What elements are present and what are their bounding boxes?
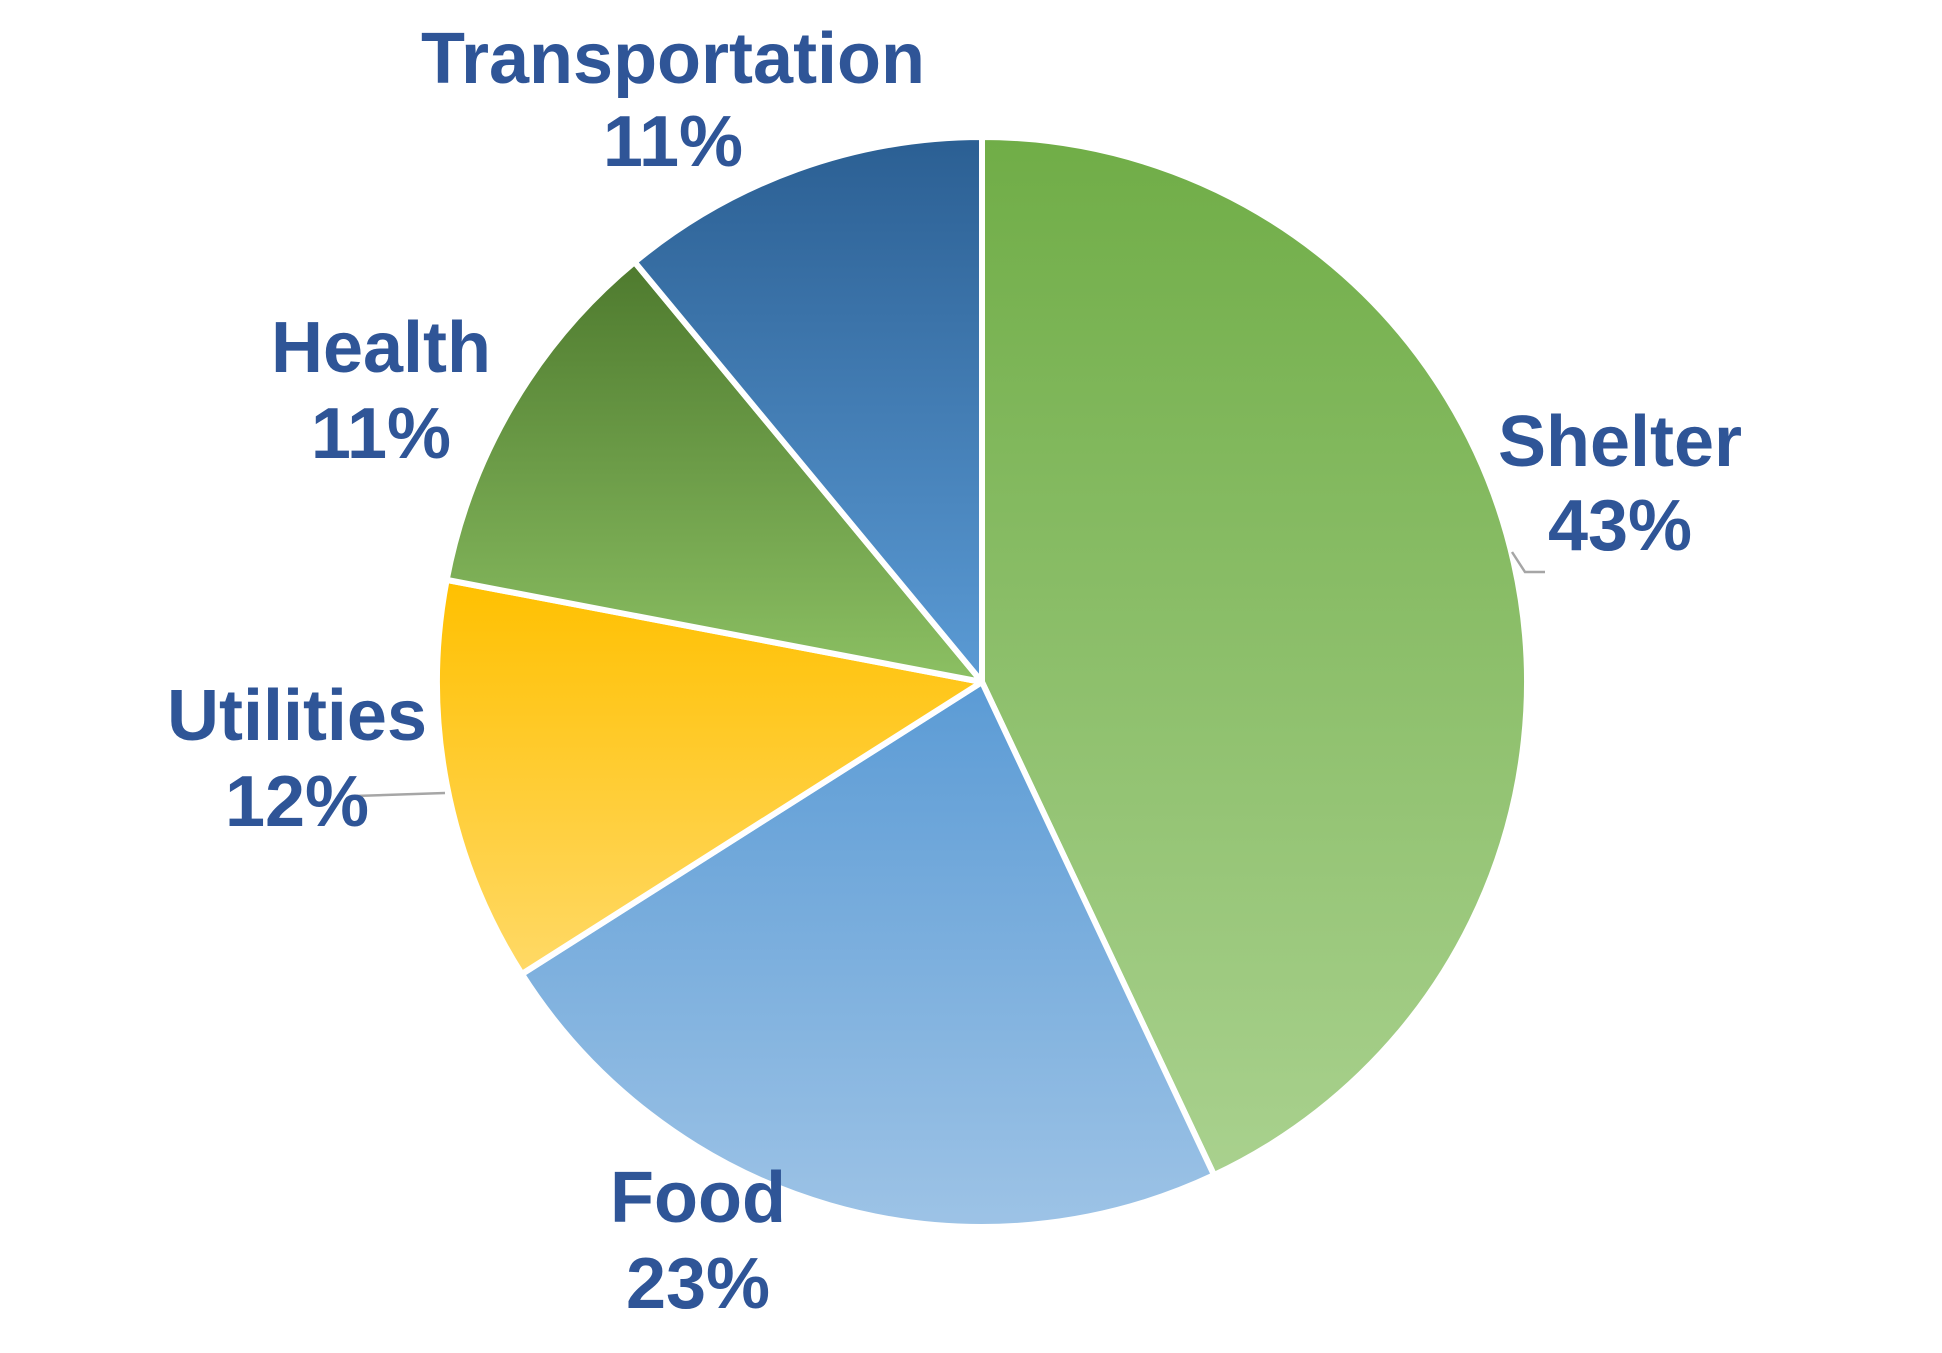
- pie-slice-transportation: [631, 134, 985, 685]
- slice-label-food: Food: [610, 1158, 786, 1238]
- leader-lines: [354, 551, 1545, 798]
- leader-line-shelter: [1510, 551, 1545, 574]
- pie-slice-shelter: [979, 134, 1530, 1179]
- slices-layer: [434, 134, 1530, 1230]
- slice-percent-shelter: 43%: [1548, 486, 1692, 566]
- pie-slice-utilities: [434, 576, 985, 978]
- pie-slice-food: [518, 679, 1218, 1230]
- slice-percent-food: 23%: [626, 1244, 770, 1324]
- slice-label-shelter: Shelter: [1498, 402, 1742, 482]
- leader-line-utilities: [354, 791, 446, 798]
- slice-label-health: Health: [271, 308, 491, 388]
- slice-labels: Shelter43%Food23%Utilities12%Health11%Tr…: [167, 19, 1742, 1324]
- slice-label-transportation: Transportation: [421, 19, 925, 99]
- slice-percent-utilities: 12%: [225, 762, 369, 842]
- pie-slice-health: [443, 259, 985, 685]
- slice-label-utilities: Utilities: [167, 676, 427, 756]
- slice-percent-transportation: 11%: [603, 102, 743, 182]
- slice-percent-health: 11%: [311, 394, 451, 474]
